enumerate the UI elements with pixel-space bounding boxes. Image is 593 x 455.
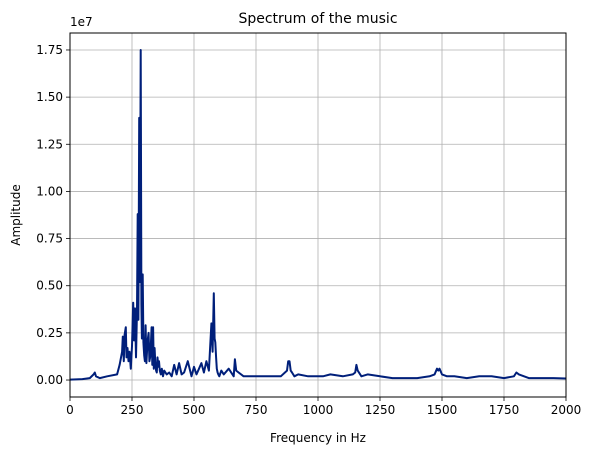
x-tick-label: 1250	[365, 403, 396, 417]
y-axis-label: Amplitude	[9, 184, 23, 246]
y-tick-label: 0.50	[36, 279, 63, 293]
y-tick-label: 1.50	[36, 90, 63, 104]
ticks: 0 250 500 750 1000 1250 1500 1750 2000 0.00 0.25 0.…	[36, 43, 581, 417]
y-tick-label: 0.75	[36, 232, 63, 246]
x-tick-label: 500	[183, 403, 206, 417]
x-tick-label: 750	[245, 403, 268, 417]
x-axis-label: Frequency in Hz	[270, 431, 366, 445]
y-tick-label: 1.25	[36, 137, 63, 151]
x-tick-label: 1750	[489, 403, 520, 417]
x-tick-label: 1000	[303, 403, 334, 417]
x-tick-label: 1500	[427, 403, 458, 417]
chart-title: Spectrum of the music	[238, 11, 397, 27]
y-tick-label: 0.00	[36, 373, 63, 387]
plot-area	[69, 49, 567, 381]
y-tick-label: 0.25	[36, 326, 63, 340]
spectrum-line	[69, 49, 567, 381]
x-tick-label: 0	[66, 403, 74, 417]
y-offset-label: 1e7	[70, 15, 93, 29]
x-tick-label: 250	[121, 403, 144, 417]
x-tick-label: 2000	[551, 403, 582, 417]
y-tick-label: 1.00	[36, 184, 63, 198]
y-tick-label: 1.75	[36, 43, 63, 57]
